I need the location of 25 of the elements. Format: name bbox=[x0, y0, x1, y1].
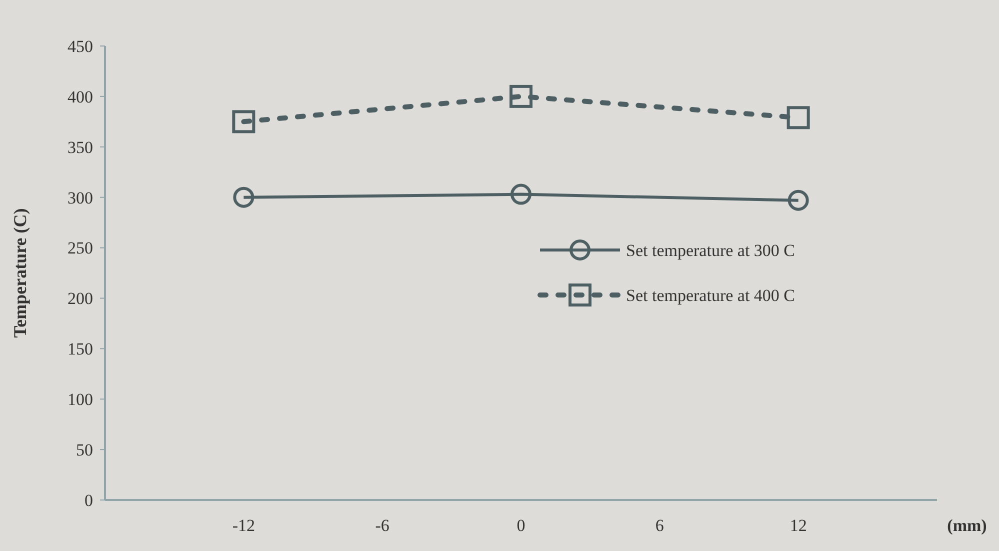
y-tick-label: 0 bbox=[84, 490, 93, 510]
x-tick-label: 12 bbox=[790, 516, 807, 535]
point bbox=[510, 84, 532, 108]
y-tick-label: 200 bbox=[68, 289, 93, 308]
point bbox=[232, 110, 256, 134]
y-axis-title: Temperature (C) bbox=[10, 208, 30, 338]
point bbox=[786, 106, 810, 130]
y-tick-label: 50 bbox=[76, 440, 93, 460]
y-tick-label: 450 bbox=[68, 36, 93, 56]
y-tick-label: 100 bbox=[68, 390, 93, 410]
x-tick-label: -12 bbox=[232, 516, 256, 535]
x-tick-label: 0 bbox=[516, 516, 526, 535]
x-tick-label: 6 bbox=[655, 516, 664, 535]
y-tick-label: 250 bbox=[68, 238, 93, 258]
y-tick-label: 400 bbox=[68, 87, 93, 106]
y-tick-label: 150 bbox=[68, 340, 93, 359]
point bbox=[233, 186, 254, 208]
legend-label: Set temperature at 400 C bbox=[626, 286, 796, 305]
x-tick-label: -6 bbox=[375, 516, 390, 535]
legend-label: Set temperature at 300 C bbox=[626, 240, 796, 260]
point bbox=[788, 190, 809, 211]
x-axis-title: (mm) bbox=[947, 516, 987, 535]
y-tick-label: 300 bbox=[68, 188, 93, 208]
y-tick-label: 350 bbox=[68, 138, 93, 157]
point bbox=[510, 184, 532, 205]
